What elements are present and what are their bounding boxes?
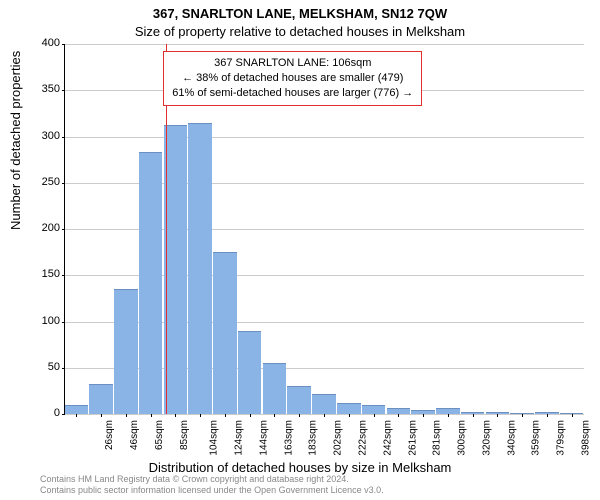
histogram-bar: [213, 252, 237, 414]
x-tick-mark: [349, 414, 350, 417]
annotation-line: 367 SNARLTON LANE: 106sqm: [172, 56, 413, 71]
histogram-bar: [287, 386, 311, 414]
x-tick-mark: [324, 414, 325, 417]
x-tick-label: 398sqm: [580, 420, 591, 456]
x-tick-label: 65sqm: [154, 420, 165, 450]
histogram-bar: [65, 405, 89, 414]
x-tick-label: 124sqm: [234, 420, 245, 456]
y-tick-label: 50: [30, 361, 60, 373]
y-tick-mark: [62, 275, 65, 276]
grid-line: [64, 137, 584, 138]
y-tick-mark: [62, 229, 65, 230]
x-tick-label: 26sqm: [104, 420, 115, 450]
y-tick-label: 150: [30, 268, 60, 280]
x-tick-mark: [398, 414, 399, 417]
annotation-line: ← 38% of detached houses are smaller (47…: [172, 71, 413, 86]
y-tick-mark: [62, 368, 65, 369]
y-tick-mark: [62, 137, 65, 138]
x-tick-mark: [473, 414, 474, 417]
chart-title-address: 367, SNARLTON LANE, MELKSHAM, SN12 7QW: [0, 6, 600, 21]
histogram-bar: [263, 363, 287, 414]
x-tick-mark: [522, 414, 523, 417]
chart-subtitle: Size of property relative to detached ho…: [0, 24, 600, 39]
histogram-bar: [114, 289, 138, 414]
footer-line-2: Contains public sector information licen…: [40, 485, 384, 496]
x-tick-label: 300sqm: [457, 420, 468, 456]
x-tick-mark: [572, 414, 573, 417]
y-tick-label: 0: [30, 407, 60, 419]
x-tick-mark: [101, 414, 102, 417]
x-tick-label: 281sqm: [432, 420, 443, 456]
x-tick-mark: [225, 414, 226, 417]
x-tick-label: 340sqm: [506, 420, 517, 456]
x-tick-mark: [374, 414, 375, 417]
x-tick-mark: [151, 414, 152, 417]
histogram-bar: [238, 331, 262, 414]
x-tick-mark: [423, 414, 424, 417]
footer-attribution: Contains HM Land Registry data © Crown c…: [40, 474, 384, 496]
histogram-bar: [188, 123, 212, 414]
y-tick-label: 300: [30, 130, 60, 142]
y-tick-label: 200: [30, 222, 60, 234]
y-tick-mark: [62, 44, 65, 45]
x-tick-mark: [200, 414, 201, 417]
x-tick-mark: [274, 414, 275, 417]
y-axis-label: Number of detached properties: [8, 51, 23, 230]
y-tick-mark: [62, 183, 65, 184]
x-tick-label: 144sqm: [259, 420, 270, 456]
x-tick-mark: [299, 414, 300, 417]
histogram-bar: [89, 384, 113, 414]
plot-area: 367 SNARLTON LANE: 106sqm← 38% of detach…: [64, 44, 584, 414]
y-tick-mark: [62, 322, 65, 323]
x-tick-label: 85sqm: [179, 420, 190, 450]
annotation-box: 367 SNARLTON LANE: 106sqm← 38% of detach…: [163, 51, 422, 106]
y-tick-label: 400: [30, 37, 60, 49]
histogram-bar: [139, 152, 163, 414]
x-tick-label: 202sqm: [333, 420, 344, 456]
x-tick-mark: [250, 414, 251, 417]
x-tick-label: 183sqm: [308, 420, 319, 456]
y-tick-label: 350: [30, 83, 60, 95]
footer-line-1: Contains HM Land Registry data © Crown c…: [40, 474, 384, 485]
histogram-bar: [337, 403, 361, 414]
y-tick-label: 250: [30, 176, 60, 188]
x-tick-label: 163sqm: [283, 420, 294, 456]
x-tick-label: 222sqm: [358, 420, 369, 456]
histogram-bar: [362, 405, 386, 414]
x-tick-label: 320sqm: [481, 420, 492, 456]
grid-line: [64, 44, 584, 45]
x-tick-mark: [175, 414, 176, 417]
x-tick-label: 46sqm: [129, 420, 140, 450]
histogram-bar: [312, 394, 336, 414]
x-tick-label: 359sqm: [531, 420, 542, 456]
x-tick-mark: [547, 414, 548, 417]
x-tick-label: 261sqm: [407, 420, 418, 456]
x-tick-mark: [126, 414, 127, 417]
y-tick-mark: [62, 90, 65, 91]
x-tick-label: 242sqm: [382, 420, 393, 456]
y-tick-label: 100: [30, 315, 60, 327]
annotation-line: 61% of semi-detached houses are larger (…: [172, 86, 413, 101]
histogram-bar: [164, 125, 188, 414]
x-tick-mark: [497, 414, 498, 417]
y-tick-mark: [62, 414, 65, 415]
x-tick-label: 104sqm: [209, 420, 220, 456]
x-tick-label: 379sqm: [556, 420, 567, 456]
x-axis-label: Distribution of detached houses by size …: [0, 460, 600, 475]
x-tick-mark: [448, 414, 449, 417]
x-tick-mark: [76, 414, 77, 417]
